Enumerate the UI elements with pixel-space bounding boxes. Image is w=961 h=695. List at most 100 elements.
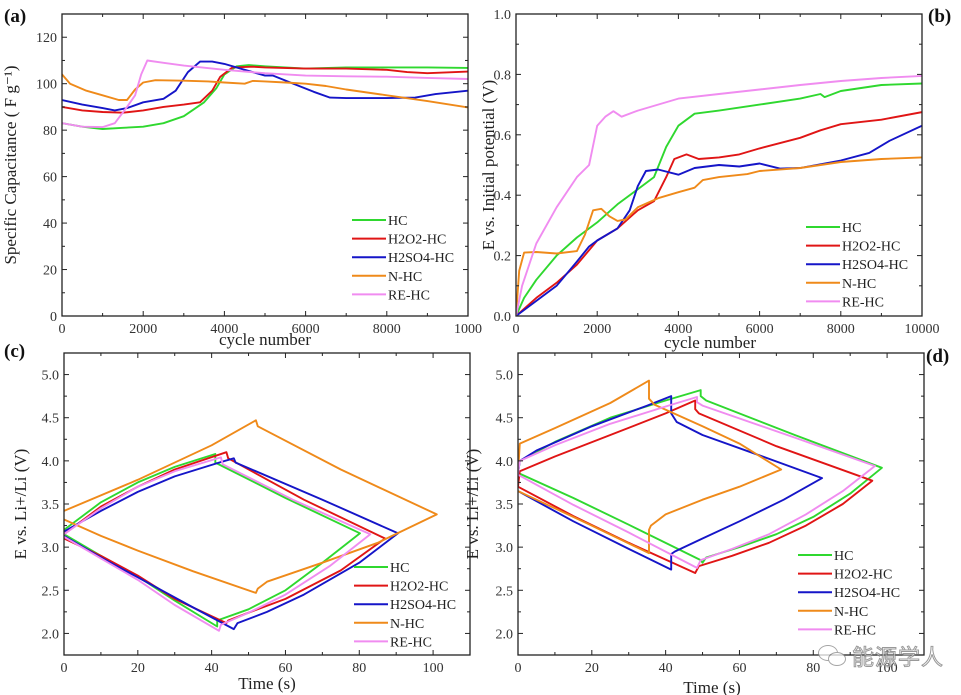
y-tick-label: 2.0 [42, 627, 60, 642]
panel-d: 0 20 40 60 80 100 2.0 2.5 3.0 3.5 4.0 4.5 5.0 Time (s… [463, 346, 949, 695]
x-axis-label: cycle number [664, 333, 756, 352]
legend-entry: N-HC [834, 605, 868, 620]
legend-entry: RE-HC [834, 623, 876, 638]
x-tick-label: 20 [131, 661, 145, 676]
panel-label-a: (a) [4, 6, 26, 27]
y-tick-label: 4.5 [42, 412, 60, 427]
y-tick-label: 5.0 [496, 369, 514, 384]
legend-entry: H2O2-HC [842, 240, 900, 255]
y-tick-label: 2.5 [42, 584, 60, 599]
y-tick-label: 0.2 [494, 250, 512, 265]
series-line-hc [518, 389, 883, 564]
y-tick-label: 20 [43, 264, 57, 279]
x-tick-label: 2000 [129, 322, 157, 337]
y-tick-label: 4.0 [496, 455, 514, 470]
series-line-h2so4-hc [64, 457, 399, 631]
panel-label-c: (c) [4, 341, 25, 362]
x-tick-label: 80 [352, 661, 366, 676]
legend: HC H2O2-HC H2SO4-HC N-HC RE-HC [352, 214, 454, 303]
y-tick-label: 3.5 [496, 498, 514, 513]
series-line-n-hc [518, 379, 783, 555]
y-tick-label: 80 [43, 124, 57, 139]
y-tick-label: 60 [43, 171, 57, 186]
panel-c: 0 20 40 60 80 100 2.0 2.5 3.0 3.5 4.0 4.5 5.0 Time (s… [4, 341, 471, 693]
y-axis-label: Specific Capacitance ( F g⁻¹) [1, 65, 20, 264]
watermark: 能源学人 [818, 640, 944, 672]
x-tick-label: 1000 [454, 322, 482, 337]
x-tick-label: 6000 [292, 322, 320, 337]
x-tick-label: 10000 [905, 322, 940, 337]
series-group [64, 419, 438, 632]
watermark-text: 能源学人 [851, 646, 945, 672]
series-line-re-hc [62, 59, 468, 129]
legend-entry: RE-HC [842, 295, 884, 310]
panel-label-b: (b) [928, 6, 951, 27]
series-line-h2o2-hc [516, 111, 922, 316]
legend-entry: H2SO4-HC [842, 258, 908, 273]
legend-entry: H2SO4-HC [388, 251, 454, 266]
x-tick-label: 0 [61, 661, 68, 676]
y-tick-label: 120 [36, 31, 57, 46]
series-line-h2o2-hc [518, 399, 874, 574]
x-axis-label: Time (s) [238, 674, 295, 693]
series-group [62, 59, 468, 130]
wechat-icon [818, 645, 848, 667]
x-tick-label: 60 [278, 661, 292, 676]
series-line-h2so4-hc [518, 395, 824, 571]
legend-entry: N-HC [390, 617, 424, 632]
series-line-n-hc [516, 156, 922, 316]
x-tick-label: 100 [877, 661, 898, 676]
y-tick-label: 3.5 [42, 498, 60, 513]
series-line-h2o2-hc [64, 451, 387, 625]
y-tick-label: 0.4 [494, 189, 512, 204]
y-tick-label: 0 [50, 310, 57, 325]
legend: HC H2O2-HC H2SO4-HC N-HC RE-HC [354, 561, 456, 650]
y-tick-label: 0.6 [494, 129, 512, 144]
legend-entry: HC [842, 221, 861, 236]
legend-entry: H2O2-HC [390, 580, 448, 595]
legend-entry: RE-HC [388, 288, 430, 303]
y-tick-label: 1.0 [494, 8, 512, 23]
x-tick-label: 4000 [664, 322, 692, 337]
x-tick-label: 40 [659, 661, 673, 676]
y-tick-label: 5.0 [42, 369, 60, 384]
x-tick-label: 0 [515, 661, 522, 676]
series-group [518, 379, 883, 574]
x-tick-label: 20 [585, 661, 599, 676]
x-tick-label: 80 [806, 661, 820, 676]
legend-entry: N-HC [388, 270, 422, 285]
series-line-n-hc [62, 73, 468, 109]
x-tick-label: 0 [59, 322, 66, 337]
legend-entry: RE-HC [390, 635, 432, 650]
y-tick-label: 0.0 [494, 310, 512, 325]
legend-entry: H2O2-HC [834, 568, 892, 583]
legend: HC H2O2-HC H2SO4-HC N-HC RE-HC [798, 549, 900, 638]
series-line-re-hc [516, 74, 922, 316]
legend-entry: H2SO4-HC [834, 586, 900, 601]
legend-entry: H2O2-HC [388, 233, 446, 248]
y-tick-label: 2.5 [496, 584, 514, 599]
x-tick-label: 40 [205, 661, 219, 676]
series-line-re-hc [518, 396, 876, 569]
x-tick-label: 8000 [373, 322, 401, 337]
y-tick-label: 0.8 [494, 68, 512, 83]
panel-label-d: (d) [926, 346, 949, 367]
x-axis-label: Time (s) [683, 678, 740, 695]
y-axis-label: E vs. Li+/Li (V) [11, 449, 30, 560]
y-tick-label: 4.0 [42, 455, 60, 470]
x-tick-label: 8000 [827, 322, 855, 337]
panel-b: 0 2000 4000 6000 8000 10000 0.0 0.2 0.4 0.6 0.8 1.0… [479, 6, 951, 352]
legend-entry: N-HC [842, 277, 876, 292]
y-tick-label: 3.0 [42, 541, 60, 556]
series-line-hc [64, 453, 361, 628]
x-tick-label: 0 [513, 322, 520, 337]
y-tick-label: 100 [36, 78, 57, 93]
legend-entry: HC [388, 214, 407, 229]
legend-entry: HC [390, 561, 409, 576]
series-line-h2so4-hc [62, 60, 468, 112]
legend-entry: H2SO4-HC [390, 598, 456, 613]
y-tick-label: 3.0 [496, 541, 514, 556]
y-tick-label: 40 [43, 217, 57, 232]
legend: HC H2O2-HC H2SO4-HC N-HC RE-HC [806, 221, 908, 310]
